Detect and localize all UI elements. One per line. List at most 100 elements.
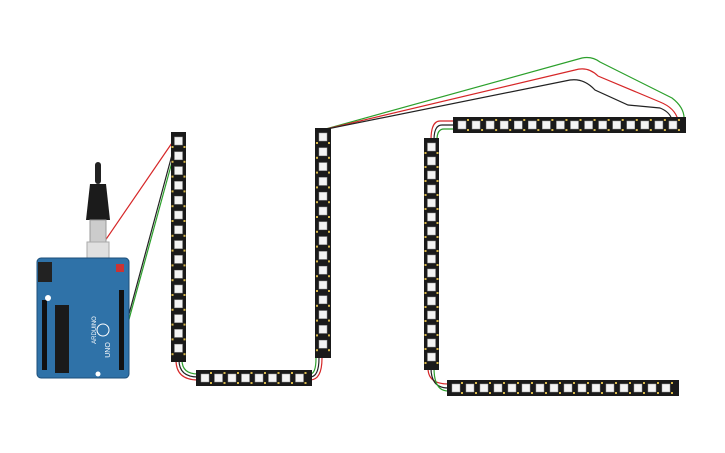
pad — [183, 353, 186, 356]
led — [427, 338, 436, 348]
led — [577, 383, 587, 393]
pad — [587, 382, 589, 384]
logo — [96, 323, 110, 337]
led — [647, 383, 657, 393]
pad — [657, 382, 659, 384]
led — [485, 120, 495, 130]
led — [174, 269, 183, 279]
pad — [635, 119, 638, 121]
pad — [316, 319, 318, 322]
led — [174, 329, 183, 338]
pad — [183, 249, 186, 252]
pad — [621, 119, 624, 121]
model-label: UNO — [105, 342, 112, 358]
led — [563, 383, 573, 393]
pad — [424, 152, 427, 154]
pad — [629, 392, 631, 394]
wire-green — [181, 359, 199, 375]
led — [499, 120, 509, 130]
pad — [424, 180, 427, 182]
wire-black — [121, 139, 177, 341]
pad — [328, 260, 330, 263]
pad — [264, 382, 266, 384]
led — [427, 254, 436, 264]
led — [174, 314, 183, 323]
pad — [467, 129, 469, 131]
pad — [171, 190, 174, 193]
pad — [328, 349, 330, 352]
led — [514, 120, 523, 130]
pad — [171, 175, 174, 178]
led — [542, 120, 551, 130]
pad — [424, 320, 427, 322]
led — [591, 383, 601, 393]
pad — [171, 264, 174, 267]
led — [427, 240, 436, 250]
pad — [183, 205, 186, 208]
pad — [573, 392, 575, 394]
led-strip — [196, 370, 312, 386]
led — [612, 120, 621, 130]
pad — [183, 146, 186, 148]
pad — [183, 294, 186, 296]
pad — [171, 249, 174, 252]
led — [427, 310, 436, 320]
led — [318, 132, 328, 142]
led — [584, 120, 593, 130]
pad — [171, 338, 174, 341]
led — [427, 156, 436, 166]
pad — [424, 264, 427, 266]
led — [528, 120, 537, 130]
pad — [183, 338, 186, 341]
pad — [537, 129, 540, 131]
pad — [436, 208, 439, 210]
pad — [171, 205, 174, 208]
led — [633, 383, 643, 393]
cable — [95, 162, 101, 184]
pad — [579, 129, 582, 131]
led — [493, 383, 503, 393]
pad — [328, 142, 330, 144]
pad — [671, 392, 673, 394]
pad — [436, 222, 439, 224]
pad — [436, 306, 439, 308]
led — [465, 383, 475, 393]
pad — [316, 304, 318, 307]
pad — [316, 171, 318, 174]
wire-black — [178, 359, 199, 378]
pad — [237, 372, 239, 374]
pad — [171, 323, 174, 326]
pad — [171, 146, 174, 148]
led — [318, 265, 328, 275]
led — [427, 282, 436, 292]
wire-red — [321, 68, 679, 131]
pad — [635, 129, 638, 131]
pad — [629, 382, 631, 384]
pad — [503, 392, 505, 394]
pad — [481, 129, 484, 131]
pad — [607, 119, 610, 121]
led-strips — [171, 117, 686, 396]
pad — [573, 382, 575, 384]
led — [427, 268, 436, 278]
led — [318, 191, 328, 201]
header — [42, 300, 47, 370]
pad — [183, 190, 186, 193]
led — [200, 373, 210, 383]
pad — [436, 166, 439, 168]
led — [427, 184, 436, 194]
pad — [328, 290, 330, 292]
pad — [328, 275, 330, 278]
pad — [643, 382, 645, 384]
led — [241, 373, 250, 383]
pad — [316, 201, 318, 204]
led — [318, 177, 328, 186]
led — [318, 251, 328, 260]
pad — [545, 382, 547, 384]
pad — [223, 372, 226, 374]
usb-connector — [89, 219, 107, 243]
led — [174, 225, 183, 235]
pad — [424, 236, 427, 238]
pad — [601, 392, 603, 394]
pad — [663, 119, 666, 121]
